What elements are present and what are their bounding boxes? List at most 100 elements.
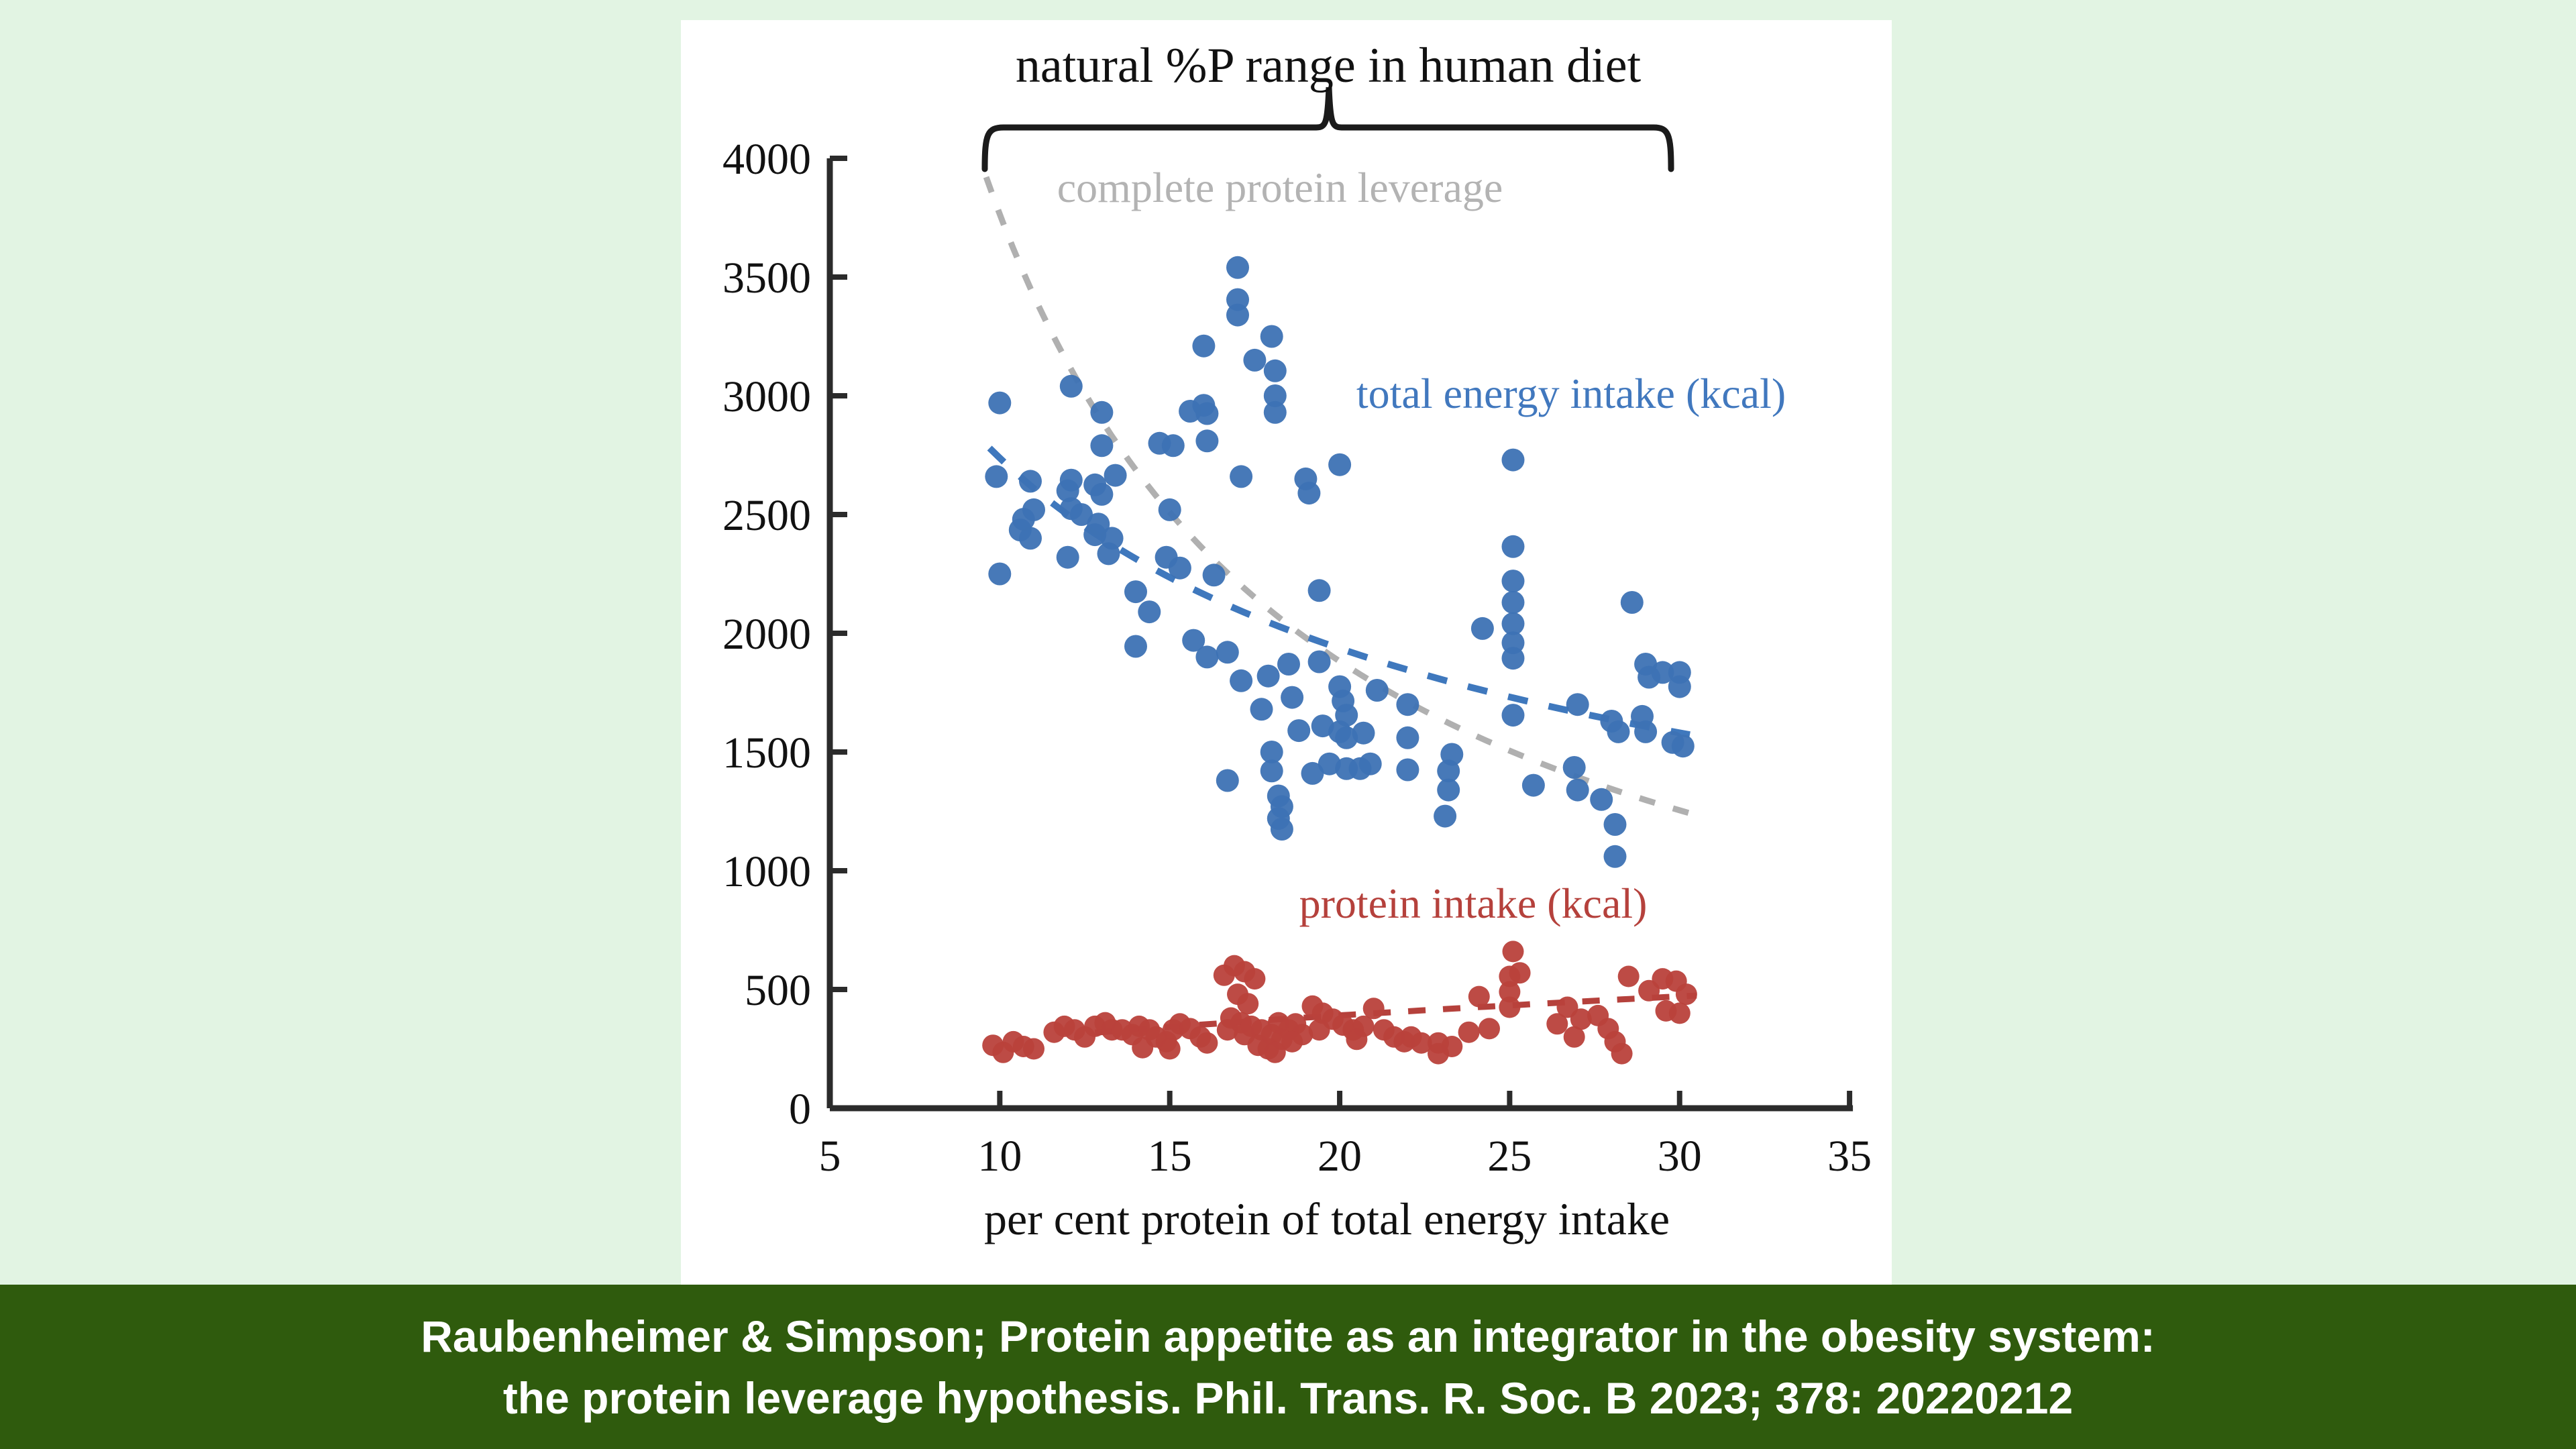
data-point — [1470, 616, 1494, 640]
data-point — [1590, 788, 1613, 811]
data-point — [1008, 519, 1032, 541]
data-point — [1138, 600, 1161, 624]
data-point — [1566, 778, 1589, 802]
x-tick-label: 5 — [819, 1132, 841, 1181]
data-point — [1501, 591, 1525, 614]
data-point — [1521, 773, 1545, 797]
data-point — [1362, 998, 1385, 1020]
x-axis-label: per cent protein of total energy intake — [984, 1193, 1670, 1244]
data-point — [1328, 453, 1352, 476]
data-point — [1396, 758, 1419, 782]
data-point — [1358, 752, 1382, 775]
data-point — [1499, 996, 1521, 1018]
data-point — [1501, 570, 1525, 593]
data-point — [1216, 641, 1239, 664]
data-point — [1097, 542, 1120, 566]
y-tick-label: 2500 — [722, 491, 811, 540]
gray-curve-label: complete protein leverage — [1057, 164, 1503, 211]
data-point — [1090, 482, 1114, 506]
citation-line-2: the protein leverage hypothesis. Phil. T… — [502, 1373, 2074, 1423]
y-tick-label: 2000 — [722, 610, 811, 659]
data-point — [1570, 1008, 1592, 1030]
data-point — [1202, 564, 1226, 587]
data-point — [1159, 1038, 1181, 1060]
fit-curve — [983, 176, 1701, 819]
data-point — [1562, 756, 1586, 779]
y-tick-label: 3000 — [722, 372, 811, 421]
axes — [826, 156, 1854, 1112]
data-point — [1434, 804, 1457, 828]
data-point — [1059, 374, 1083, 398]
data-point — [1499, 981, 1521, 1003]
data-point — [1263, 400, 1287, 424]
data-point — [1195, 429, 1219, 453]
data-point — [1603, 813, 1627, 836]
data-point — [1501, 704, 1525, 727]
data-point — [1270, 818, 1293, 841]
fit-curve — [1094, 992, 1697, 1036]
y-tick-label: 500 — [745, 966, 811, 1015]
protein-points — [982, 941, 1697, 1065]
data-point — [1226, 303, 1249, 327]
data-point — [1365, 679, 1389, 702]
data-point — [1509, 962, 1531, 984]
y-tick-label: 3500 — [722, 254, 811, 303]
data-point — [1308, 1019, 1330, 1041]
data-point — [1195, 645, 1219, 669]
data-point — [1161, 434, 1185, 458]
data-point — [1502, 941, 1524, 963]
x-tick-label: 25 — [1487, 1132, 1532, 1181]
data-point — [1179, 400, 1202, 423]
chart-panel — [681, 20, 1892, 1285]
protein-series-label: protein intake (kcal) — [1299, 879, 1648, 927]
data-point — [1216, 1019, 1238, 1041]
y-tick-label: 4000 — [722, 135, 811, 184]
data-point — [1437, 759, 1460, 783]
data-point — [1022, 498, 1045, 521]
data-point — [1301, 761, 1324, 785]
data-point — [988, 391, 1012, 415]
fit-curves — [983, 176, 1701, 1036]
data-point — [1458, 1021, 1480, 1043]
data-point — [1563, 1026, 1585, 1048]
data-point — [1019, 470, 1042, 493]
natural-range-bracket — [981, 87, 1674, 172]
data-point — [1501, 535, 1525, 558]
total-energy-points — [985, 256, 1695, 868]
data-point — [1182, 629, 1205, 652]
data-point — [1479, 1018, 1500, 1040]
data-point — [1267, 1012, 1289, 1034]
x-tick-label: 35 — [1827, 1132, 1872, 1181]
data-point — [1617, 965, 1640, 987]
data-point — [1070, 503, 1093, 526]
total-energy-series-label: total energy intake (kcal) — [1356, 370, 1786, 417]
x-tick-label: 30 — [1658, 1132, 1702, 1181]
data-point — [1671, 735, 1695, 758]
data-point — [1263, 384, 1287, 407]
citation-bar: Raubenheimer & Simpson; Protein appetite… — [0, 1285, 2576, 1449]
data-point — [1132, 1036, 1154, 1059]
data-point — [1244, 968, 1266, 990]
data-point — [1620, 591, 1644, 614]
data-point — [1195, 402, 1219, 425]
data-point — [1607, 720, 1630, 743]
data-point — [1501, 647, 1525, 670]
y-tick-label: 0 — [789, 1085, 811, 1134]
data-point — [1277, 653, 1300, 676]
data-point — [1104, 464, 1127, 487]
data-point — [1346, 1028, 1368, 1051]
tick-labels: 0 500 1000 1500 2000 2500 3000 3500 4000 5 10 15 20 2… — [722, 135, 1872, 1181]
data-point — [1668, 675, 1691, 698]
data-point — [1256, 664, 1280, 688]
data-point — [1638, 665, 1661, 689]
data-point — [1237, 993, 1259, 1015]
citation-line-1: Raubenheimer & Simpson; Protein appetite… — [421, 1311, 2155, 1361]
data-point — [1603, 845, 1627, 868]
bracket-annotation-title: natural %P range in human diet — [1016, 38, 1642, 93]
data-point — [1396, 726, 1419, 749]
data-point — [1250, 698, 1273, 721]
data-point — [1468, 985, 1490, 1008]
data-point — [1546, 1013, 1568, 1035]
data-point — [1396, 693, 1419, 716]
x-tick-label: 20 — [1318, 1132, 1362, 1181]
